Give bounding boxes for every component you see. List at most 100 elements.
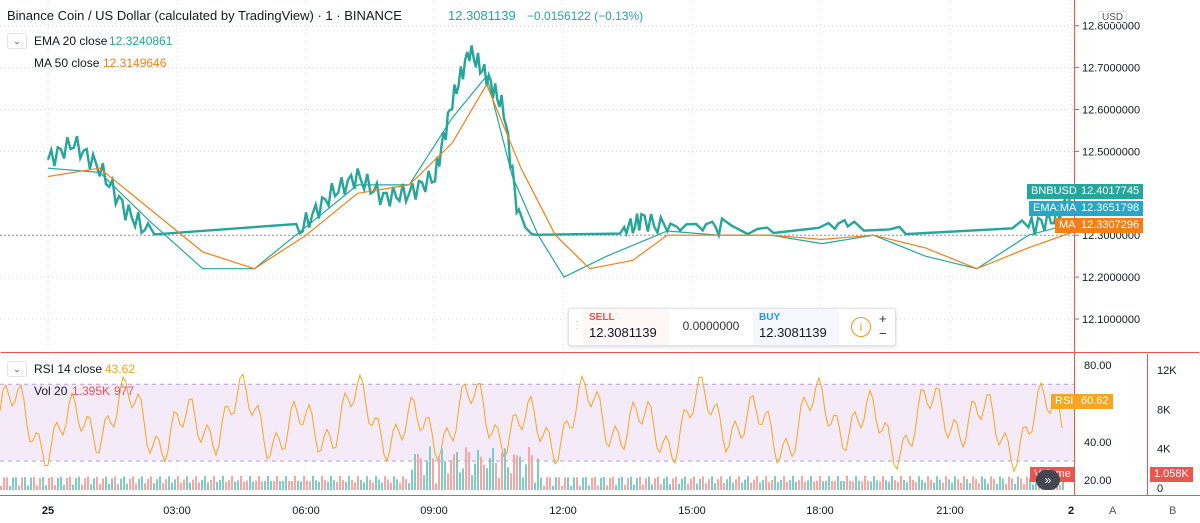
volume-bar: [510, 473, 512, 490]
currency-label[interactable]: USD: [1098, 11, 1128, 24]
volume-bar: [285, 476, 287, 490]
volume-bar: [246, 480, 248, 490]
volume-bar: [78, 476, 80, 490]
volume-bar: [651, 484, 653, 490]
buy-button[interactable]: BUY 12.3081139: [753, 309, 839, 345]
volume-bar: [990, 476, 992, 490]
volume-bar: [645, 478, 647, 490]
collapse-rsi-chevron-icon[interactable]: ⌄: [7, 361, 27, 377]
ema-20-line: [47, 75, 1076, 278]
volume-bar: [657, 476, 659, 490]
volume-bar: [921, 479, 923, 490]
volume-bar: [969, 483, 971, 490]
volume-bar: [51, 476, 53, 490]
price-axis-border: [1074, 0, 1075, 495]
volume-bar: [60, 476, 62, 490]
volume-bar: [930, 479, 932, 490]
volume-bar: [252, 481, 254, 490]
volume-bar: [957, 479, 959, 490]
volume-bar: [633, 484, 635, 490]
volume-bar: [753, 479, 755, 490]
ma-50-line: [47, 83, 1076, 270]
volume-bar: [891, 476, 893, 490]
bnbusd-tag-value: 12.4017745: [1077, 184, 1144, 199]
volume-bar: [198, 482, 200, 490]
scroll-to-realtime-icon[interactable]: »: [1036, 470, 1060, 490]
volume-bar: [780, 480, 782, 490]
volume-bar: [987, 483, 989, 490]
volume-bar: [906, 482, 908, 490]
rsi-label[interactable]: RSI 14 close: [34, 362, 103, 376]
volume-bar: [750, 482, 752, 490]
volume-bar: [468, 452, 470, 490]
volume-bar: [387, 479, 389, 490]
volume-bar: [168, 476, 170, 490]
volume-tick-label: 8K: [1157, 404, 1171, 416]
volume-bar: [270, 481, 272, 490]
ema-label[interactable]: EMA 20 close: [34, 34, 108, 48]
volume-bar: [516, 455, 518, 490]
volume-bar: [783, 476, 785, 490]
ma-tag-value: 12.3307296: [1077, 218, 1144, 233]
volume-bar: [255, 480, 257, 490]
volume-bar: [720, 476, 722, 490]
log-scale-button[interactable]: B: [1169, 505, 1177, 517]
volume-bar: [45, 485, 47, 490]
volume-bar: [831, 481, 833, 490]
collapse-legend-chevron-icon[interactable]: ⌄: [7, 33, 27, 49]
plus-icon[interactable]: +: [879, 311, 887, 326]
volume-bar: [846, 476, 848, 490]
drag-handle-icon[interactable]: ⋮⋮: [572, 320, 592, 331]
volume-bar: [534, 482, 536, 490]
volume-bar: [429, 446, 431, 490]
volume-bar: [483, 464, 485, 490]
time-tick-label: 21:00: [936, 505, 964, 517]
volume-bar: [180, 482, 182, 490]
volume-bar: [732, 482, 734, 490]
volume-bar: [552, 485, 554, 490]
rsi-value: 43.62: [105, 362, 136, 376]
sell-button[interactable]: SELL 12.3081139: [583, 309, 669, 345]
volume-bar: [150, 476, 152, 490]
volume-bar: [759, 482, 761, 490]
volume-bar: [462, 468, 464, 490]
volume-bar: [1029, 478, 1031, 490]
volume-bar: [465, 447, 467, 490]
volume-bar: [699, 478, 701, 490]
vol-label[interactable]: Vol 20: [34, 384, 68, 398]
volume-bar: [459, 472, 461, 490]
volume-bar: [213, 476, 215, 490]
volume-bar: [648, 476, 650, 490]
volume-bar: [609, 477, 611, 490]
symbol-title: Binance Coin / US Dollar (calculated by …: [7, 8, 402, 23]
volume-bar: [561, 485, 563, 490]
auto-scale-button[interactable]: A: [1109, 505, 1117, 517]
volume-bar: [591, 477, 593, 490]
volume-bar: [765, 476, 767, 490]
volume-bar: [27, 485, 29, 490]
volume-bar: [816, 480, 818, 490]
info-icon[interactable]: i: [851, 317, 871, 337]
minus-icon[interactable]: −: [879, 326, 887, 341]
price-change: −0.0156122 (−0.13%): [527, 9, 644, 23]
volume-bar: [363, 482, 365, 490]
ma-label[interactable]: MA 50 close: [34, 56, 100, 70]
volume-bar: [882, 476, 884, 490]
volume-bar: [321, 476, 323, 490]
time-axis-border: [0, 495, 1200, 496]
volume-bar: [600, 477, 602, 490]
volume-bar: [336, 481, 338, 490]
volume-bar: [606, 485, 608, 490]
volume-bar: [963, 476, 965, 490]
volume-bar: [15, 477, 17, 490]
volume-bar: [942, 482, 944, 490]
buy-label: BUY: [759, 312, 781, 323]
time-tick-label: 15:00: [678, 505, 706, 517]
volume-bar: [411, 469, 413, 490]
volume-bar: [864, 476, 866, 490]
volume-bar: [507, 467, 509, 490]
quantity-input[interactable]: 0.0000000: [682, 319, 740, 333]
volume-bar: [351, 479, 353, 490]
volume-bar: [729, 476, 731, 490]
